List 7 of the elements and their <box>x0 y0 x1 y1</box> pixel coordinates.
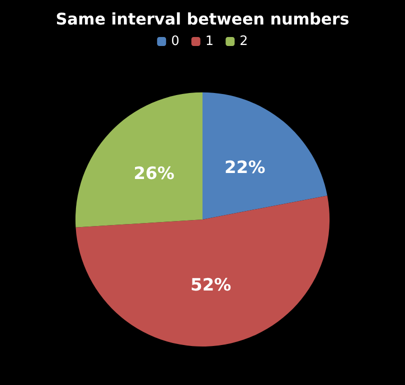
legend-label: 2 <box>240 34 248 49</box>
legend-label: 1 <box>205 34 214 49</box>
chart-title: Same interval between numbers <box>56 10 350 28</box>
data-label: 22% <box>224 158 266 178</box>
data-label: 52% <box>190 275 232 296</box>
legend-label: 0 <box>171 34 180 49</box>
data-label: 26% <box>134 164 174 184</box>
